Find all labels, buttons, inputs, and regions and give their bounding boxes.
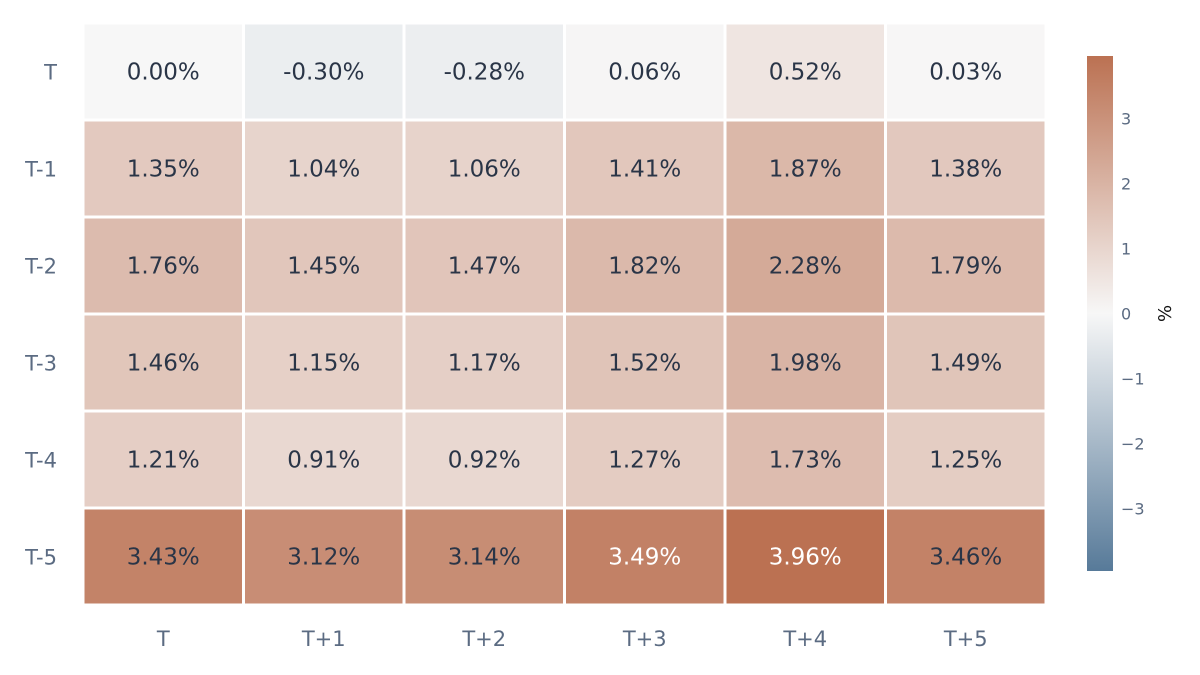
cell-value-label: 1.25%: [929, 448, 1002, 474]
cell-value-label: 3.43%: [127, 545, 200, 571]
cell-value-label: 3.14%: [448, 545, 521, 571]
colorbar-tick-label: −3: [1121, 500, 1145, 519]
colorbar-gradient: [1087, 56, 1113, 571]
cell-value-label: 1.98%: [769, 351, 842, 377]
cell-value-label: -0.28%: [444, 60, 525, 86]
colorbar-tick-label: 1: [1121, 239, 1131, 258]
cell-value-label: 3.96%: [769, 545, 842, 571]
colorbar-axis-label: %: [1155, 305, 1176, 322]
heatmap-cell: [566, 218, 724, 313]
cell-value-label: 1.35%: [127, 157, 200, 183]
cell-value-label: 1.87%: [769, 157, 842, 183]
heatmap-cell: [245, 24, 403, 119]
row-tick-label: T-3: [24, 352, 57, 376]
heatmap-cell: [84, 24, 242, 119]
cell-value-label: 1.15%: [287, 351, 360, 377]
heatmap-cell: [726, 121, 884, 216]
heatmap-cell: [405, 121, 563, 216]
cell-value-label: 0.06%: [608, 60, 681, 86]
cell-value-label: 0.91%: [287, 448, 360, 474]
heatmap-cell: [887, 412, 1045, 507]
heatmap-cell: [726, 412, 884, 507]
heatmap-cell: [726, 24, 884, 119]
heatmap-cell: [887, 218, 1045, 313]
heatmap-cells: 0.00% -0.30% -0.28% 0.06% 0.52% 0.03% 1.35% 1.0…: [84, 24, 1045, 604]
heatmap-cell: [726, 315, 884, 410]
cell-value-label: -0.30%: [283, 60, 364, 86]
heatmap-cell: [566, 121, 724, 216]
cell-value-label: 1.73%: [769, 448, 842, 474]
heatmap-cell: [405, 412, 563, 507]
cell-value-label: 1.45%: [287, 254, 360, 280]
cell-value-label: 1.47%: [448, 254, 521, 280]
cell-value-label: 1.52%: [608, 351, 681, 377]
column-tick-label: T+1: [301, 627, 346, 651]
colorbar-tick-label: 3: [1121, 109, 1131, 128]
heatmap-cell: [887, 315, 1045, 410]
heatmap-cell: [245, 412, 403, 507]
column-tick-label: T: [156, 627, 170, 651]
cell-value-label: 1.06%: [448, 157, 521, 183]
heatmap-cell: [405, 24, 563, 119]
row-tick-label: T-5: [24, 546, 57, 570]
heatmap-cell: [84, 218, 242, 313]
heatmap-cell: [566, 315, 724, 410]
heatmap-cell: [84, 121, 242, 216]
cell-value-label: 0.03%: [929, 60, 1002, 86]
heatmap-cell: [726, 509, 884, 604]
heatmap-cell: [405, 315, 563, 410]
cell-value-label: 3.12%: [287, 545, 360, 571]
row-tick-label: T-4: [24, 449, 57, 473]
colorbar-tick-label: −1: [1121, 370, 1145, 389]
heatmap-cell: [405, 509, 563, 604]
column-labels: T T+1 T+2 T+3 T+4 T+5: [156, 627, 988, 651]
column-tick-label: T+2: [461, 627, 506, 651]
heatmap-cell: [887, 509, 1045, 604]
colorbar-tick-label: −2: [1121, 435, 1145, 454]
row-tick-label: T-2: [24, 255, 57, 279]
heatmap-cell: [566, 412, 724, 507]
heatmap-cell: [84, 412, 242, 507]
column-tick-label: T+4: [782, 627, 827, 651]
heatmap-cell: [245, 315, 403, 410]
cell-value-label: 2.28%: [769, 254, 842, 280]
heatmap-cell: [245, 218, 403, 313]
heatmap-cell: [726, 218, 884, 313]
cell-value-label: 3.46%: [929, 545, 1002, 571]
heatmap-cell: [566, 509, 724, 604]
cell-value-label: 0.00%: [127, 60, 200, 86]
heatmap-cell: [887, 24, 1045, 119]
heatmap-cell: [245, 121, 403, 216]
row-tick-label: T: [43, 61, 57, 85]
cell-value-label: 1.79%: [929, 254, 1002, 280]
cell-value-label: 0.92%: [448, 448, 521, 474]
heatmap-cell: [84, 315, 242, 410]
heatmap-cell: [84, 509, 242, 604]
colorbar: 3 2 1 0 −1 −2 −3%: [1087, 56, 1176, 571]
cell-value-label: 0.52%: [769, 60, 842, 86]
cell-value-label: 1.82%: [608, 254, 681, 280]
cell-value-label: 1.27%: [608, 448, 681, 474]
cell-value-label: 1.17%: [448, 351, 521, 377]
heatmap-cell: [566, 24, 724, 119]
column-tick-label: T+5: [943, 627, 988, 651]
cell-value-label: 1.76%: [127, 254, 200, 280]
row-labels: T T-1 T-2 T-3 T-4 T-5: [24, 61, 57, 570]
heatmap-cell: [887, 121, 1045, 216]
colorbar-tick-label: 0: [1121, 305, 1131, 324]
cell-value-label: 1.04%: [287, 157, 360, 183]
colorbar-tick-label: 2: [1121, 174, 1131, 193]
heatmap-cell: [245, 509, 403, 604]
cell-value-label: 1.41%: [608, 157, 681, 183]
cell-value-label: 1.49%: [929, 351, 1002, 377]
cell-value-label: 1.38%: [929, 157, 1002, 183]
column-tick-label: T+3: [622, 627, 667, 651]
cell-value-label: 1.21%: [127, 448, 200, 474]
heatmap-cell: [405, 218, 563, 313]
cell-value-label: 1.46%: [127, 351, 200, 377]
row-tick-label: T-1: [24, 158, 57, 182]
cell-value-label: 3.49%: [608, 545, 681, 571]
